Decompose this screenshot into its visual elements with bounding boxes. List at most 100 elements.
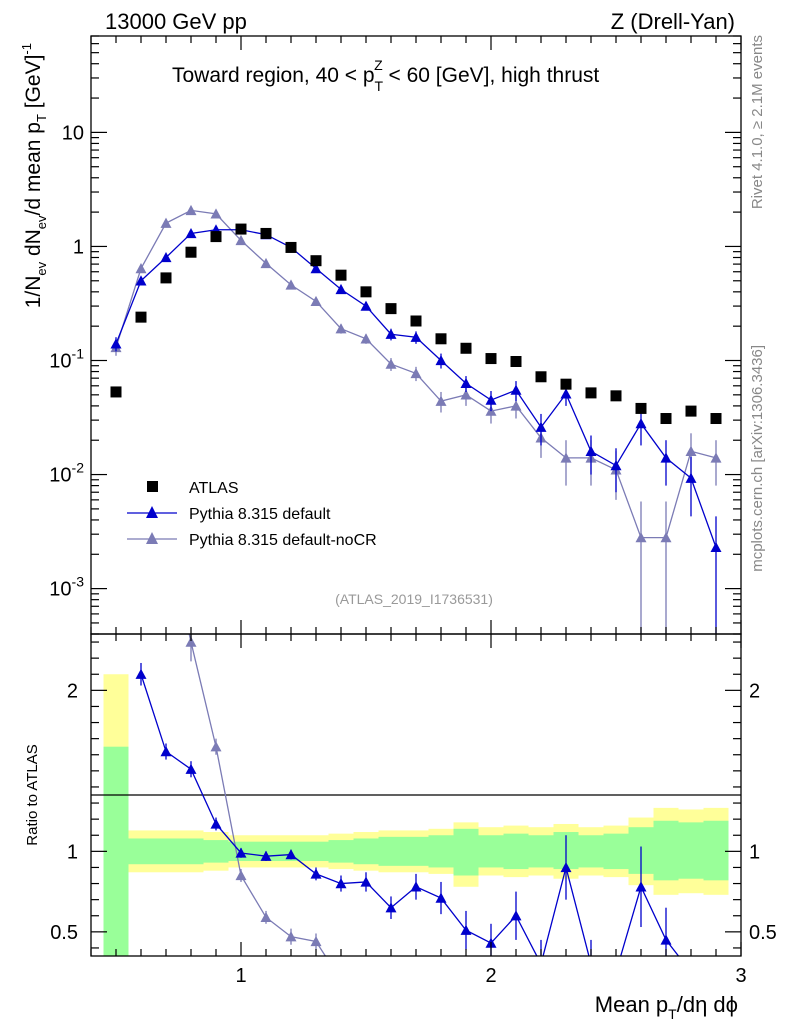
- x-tick-label: 2: [485, 965, 496, 987]
- data-point: [435, 395, 447, 406]
- band-green-bin: [503, 833, 529, 870]
- atlas-data-point: [135, 311, 147, 323]
- band-green-bin: [353, 838, 379, 865]
- ratio-point: [435, 892, 447, 903]
- atlas-data-point: [485, 353, 497, 365]
- atlas-data-point: [410, 315, 422, 327]
- ratio-point: [460, 924, 472, 935]
- y-tick-label-ratio-right: 0.5: [749, 922, 777, 944]
- data-point: [360, 300, 372, 311]
- atlas-data-point: [160, 272, 172, 284]
- legend: ATLAS Pythia 8.315 default Pythia 8.315 …: [127, 480, 377, 549]
- band-green-bin: [103, 746, 129, 956]
- tick-exponent: -2: [72, 460, 85, 476]
- ratio-point: [135, 668, 147, 679]
- data-point: [235, 234, 247, 246]
- data-point: [160, 217, 172, 228]
- data-point: [585, 445, 597, 456]
- data-point: [335, 323, 347, 334]
- legend-marker-default: [146, 506, 158, 518]
- ratio-point: [410, 881, 422, 892]
- data-point: [510, 384, 522, 395]
- atlas-data-point: [560, 378, 572, 390]
- rivet-label: Rivet 4.1.0, ≥ 2.1M events: [749, 35, 766, 209]
- data-point: [660, 532, 672, 543]
- atlas-data-point: [385, 303, 397, 315]
- y-tick-label-ratio: 0.5: [50, 922, 78, 944]
- title-prefix: Toward region, 40 < p: [172, 64, 375, 87]
- atlas-data-point: [260, 227, 272, 239]
- ratio-point: [285, 849, 297, 860]
- ratio-point: [310, 868, 322, 879]
- x-axis-label: Mean pT/dη dϕ: [595, 992, 738, 1022]
- tick-exponent: -3: [72, 574, 85, 590]
- legend-marker-atlas: [147, 481, 158, 492]
- ratio-point: [360, 876, 372, 887]
- atlas-data-point: [360, 286, 372, 298]
- band-green-bin: [303, 841, 329, 862]
- y-axis-label-ratio: Ratio to ATLAS: [24, 744, 41, 845]
- title-sub: T: [375, 78, 384, 94]
- data-point: [610, 460, 622, 471]
- tick-base: 10: [49, 579, 71, 601]
- atlas-data-point: [110, 386, 122, 398]
- band-green-bin: [178, 838, 204, 865]
- y-tick-label-main: 10: [62, 122, 84, 144]
- atlas-data-point: [535, 371, 547, 383]
- y-tick-label-ratio-right: 1: [749, 841, 760, 863]
- ratio-point: [510, 910, 522, 921]
- atlas-data-point: [210, 231, 222, 243]
- band-green-bin: [128, 838, 154, 865]
- legend-label-default: Pythia 8.315 default: [189, 506, 331, 523]
- legend-label-atlas: ATLAS: [189, 480, 239, 497]
- band-green-bin: [603, 833, 629, 870]
- atlas-data-point: [660, 413, 672, 425]
- band-green-bin: [378, 836, 404, 866]
- data-point: [185, 227, 197, 239]
- data-point: [310, 295, 322, 307]
- data-point: [360, 333, 372, 344]
- atlas-data-point: [185, 246, 197, 258]
- tick-base: 10: [49, 351, 71, 373]
- y-tick-label-main: 10-2: [49, 460, 84, 487]
- data-point: [660, 452, 672, 463]
- data-point: [385, 328, 397, 339]
- atlas-data-point: [235, 223, 247, 235]
- x-tick-label: 1: [235, 965, 246, 987]
- atlas-data-point: [635, 402, 647, 414]
- ratio-point: [260, 850, 272, 861]
- title-sup: Z: [374, 57, 383, 73]
- data-point: [460, 389, 472, 400]
- ratio-point: [560, 861, 572, 873]
- data-point: [685, 445, 697, 456]
- plot-title: Toward region, 40 < pTZ < 60 [GeV], high…: [172, 57, 599, 94]
- band-green-bin: [428, 835, 454, 868]
- data-point: [385, 358, 397, 369]
- y-tick-label-main: 10-1: [49, 346, 84, 373]
- ratio-point: [385, 902, 397, 913]
- data-point: [135, 275, 147, 286]
- ratio-line-pythia-8-315-default: [140, 674, 680, 956]
- series-pythia-8-315-default-nocr: [110, 204, 722, 634]
- tick-exponent: -1: [72, 346, 85, 362]
- ratio-uncertainty-bands: [103, 674, 729, 956]
- series-pythia-8-315-default: [110, 224, 722, 634]
- data-point: [135, 263, 147, 274]
- series-line: [115, 229, 717, 548]
- ratio-series-group: [135, 634, 680, 969]
- atlas-data-point: [610, 390, 622, 402]
- data-point: [535, 421, 547, 432]
- atlas-data-point: [285, 241, 297, 253]
- legend-label-nocr: Pythia 8.315 default-noCR: [189, 532, 377, 549]
- legend-marker-nocr: [146, 532, 158, 544]
- ratio-point: [536, 959, 547, 969]
- y-tick-label-main: 1: [73, 236, 84, 258]
- ratio-point: [260, 911, 272, 923]
- data-point: [510, 400, 522, 411]
- data-point: [435, 355, 447, 366]
- ratio-point: [660, 934, 672, 945]
- atlas-data-point: [460, 342, 472, 354]
- ratio-line-pythia-8-315-default-nocr: [188, 634, 327, 956]
- data-point: [635, 418, 647, 429]
- ratio-point: [235, 870, 247, 881]
